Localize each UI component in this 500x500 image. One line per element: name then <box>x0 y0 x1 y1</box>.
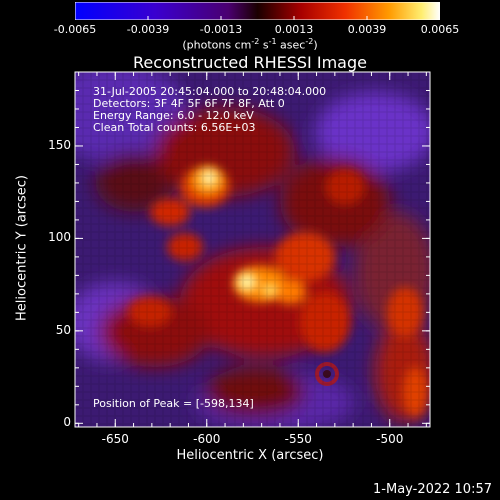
x-axis-label: Heliocentric X (arcsec) <box>176 448 324 463</box>
y-tick-label: 50 <box>55 322 71 337</box>
colorbar-tick-label: -0.0013 <box>199 23 243 36</box>
x-tick-label: -500 <box>376 432 404 446</box>
info-energy-range: Energy Range: 6.0 - 12.0 keV <box>93 109 254 122</box>
x-tick-label: -600 <box>193 432 221 446</box>
peak-position: Position of Peak = [-598,134] <box>93 397 254 410</box>
rhessi-image <box>75 72 430 427</box>
observation-info: 31-Jul-2005 20:45:04.000 to 20:48:04.000… <box>93 86 326 134</box>
plot-title: Reconstructed RHESSI Image <box>133 53 367 72</box>
colorbar-tick-label: -0.0039 <box>126 23 170 36</box>
info-clean-counts: Clean Total counts: 6.56E+03 <box>93 121 256 134</box>
x-tick-label: -650 <box>101 432 129 446</box>
x-tick-label: -550 <box>284 432 312 446</box>
colorbar-units: (photons cm-2 s-1 asec-2) <box>182 37 318 52</box>
colorbar <box>75 2 440 20</box>
colorbar-tick-label: -0.0065 <box>53 23 97 36</box>
colorbar-tick-label: 0.0039 <box>347 23 387 36</box>
colorbar-tick-label: 0.0013 <box>274 23 314 36</box>
colorbar-tick-label: 0.0065 <box>420 23 460 36</box>
y-axis-label: Heliocentric Y (arcsec) <box>14 175 30 321</box>
y-tick-label: 150 <box>48 137 71 152</box>
y-tick-label: 100 <box>48 230 71 245</box>
info-time-range: 31-Jul-2005 20:45:04.000 to 20:48:04.000 <box>93 85 327 98</box>
y-tick-label: 0 <box>63 415 71 430</box>
info-detectors: Detectors: 3F 4F 5F 6F 7F 8F, Att 0 <box>93 97 285 110</box>
date-stamp: 1-May-2022 10:57 <box>373 482 492 497</box>
